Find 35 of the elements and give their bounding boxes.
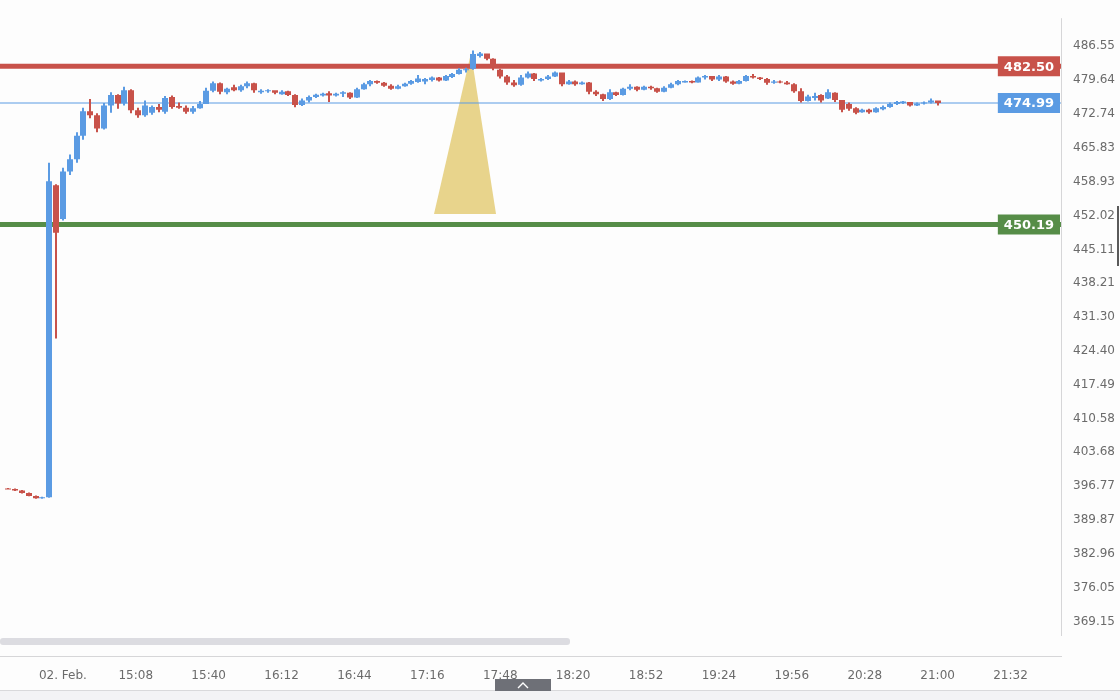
y-tick-label: 445.11: [1073, 241, 1115, 256]
x-tick-label: 15:40: [191, 668, 226, 683]
ref-line-label: 450.19: [1003, 216, 1054, 232]
y-tick-label: 431.30: [1073, 309, 1115, 324]
x-tick-label: 19:56: [774, 668, 810, 683]
x-tick-label: 21:00: [920, 668, 955, 683]
y-tick-label: 472.74: [1073, 106, 1115, 121]
y-tick-label: 486.55: [1073, 38, 1115, 53]
x-tick-label: 19:24: [701, 668, 737, 683]
y-tick-label: 396.77: [1073, 478, 1115, 493]
y-tick-label: 389.87: [1073, 512, 1115, 527]
x-tick-label: 02. Feb.: [38, 668, 87, 683]
y-tick-label: 376.05: [1073, 579, 1115, 594]
x-tick-label: 20:28: [847, 668, 883, 683]
y-tick-label: 452.02: [1073, 207, 1115, 222]
ref-line-label: 474.99: [1003, 95, 1054, 111]
x-tick-label: 18:20: [555, 668, 591, 683]
y-tick-label: 458.93: [1073, 173, 1115, 188]
x-tick-label: 17:48: [482, 668, 518, 683]
y-tick-label: 403.68: [1073, 444, 1115, 459]
x-tick-label: 18:52: [628, 668, 664, 683]
x-tick-label: 21:32: [993, 668, 1028, 683]
x-tick-label: 16:44: [337, 668, 372, 683]
y-tick-label: 424.40: [1073, 342, 1115, 357]
ref-line-label: 482.50: [1003, 58, 1054, 74]
x-tick-label: 15:08: [118, 668, 154, 683]
x-tick-label: 17:16: [410, 668, 445, 683]
x-tick-label: 16:12: [264, 668, 299, 683]
y-tick-label: 417.49: [1073, 376, 1115, 391]
y-tick-label: 369.15: [1073, 613, 1115, 628]
y-tick-label: 465.83: [1073, 140, 1115, 155]
y-tick-label: 382.96: [1073, 546, 1115, 561]
y-tick-label: 479.64: [1073, 72, 1115, 87]
y-tick-label: 410.58: [1073, 410, 1115, 425]
y-tick-label: 438.21: [1073, 275, 1115, 290]
